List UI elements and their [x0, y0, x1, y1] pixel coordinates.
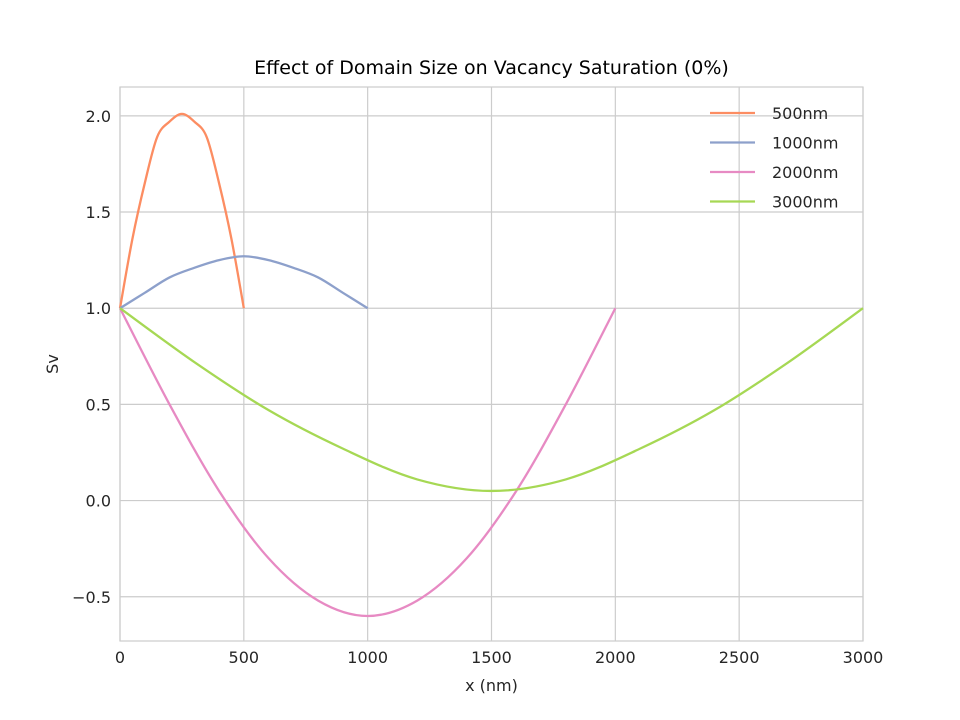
series-line-1000nm [119, 255, 369, 310]
x-tick-label: 3000 [843, 648, 884, 667]
x-tick-label: 1000 [347, 648, 388, 667]
series-line-500nm [118, 112, 245, 309]
x-tick-labels: 0 500 1000 1500 2000 2500 3000 [115, 648, 883, 667]
x-tick-label: 0 [115, 648, 125, 667]
x-tick-label: 500 [229, 648, 260, 667]
x-tick-label: 1500 [471, 648, 512, 667]
legend-label: 3000nm [772, 193, 838, 212]
series-line-3000nm [119, 307, 864, 493]
y-tick-label: 1.0 [86, 299, 111, 318]
series-layer [118, 112, 864, 618]
y-axis-label: Sv [43, 354, 62, 374]
y-tick-label: 1.5 [86, 203, 111, 222]
y-tick-label: 0.5 [86, 395, 111, 414]
y-tick-label: 0.0 [86, 492, 111, 511]
grid [119, 87, 864, 641]
legend: 500nm 1000nm 2000nm 3000nm [710, 104, 838, 212]
y-tick-labels: −0.5 0.0 0.5 1.0 1.5 2.0 [72, 107, 111, 607]
plot-frame [119, 86, 864, 642]
x-tick-label: 2000 [595, 648, 636, 667]
legend-label: 1000nm [772, 134, 838, 153]
legend-label: 500nm [772, 104, 828, 123]
x-tick-label: 2500 [719, 648, 760, 667]
chart-title: Effect of Domain Size on Vacancy Saturat… [254, 57, 729, 79]
y-tick-label: 2.0 [86, 107, 111, 126]
legend-label: 2000nm [772, 163, 838, 182]
y-tick-label: −0.5 [72, 588, 111, 607]
x-axis-label: x (nm) [465, 676, 518, 695]
series-line-2000nm [118, 307, 617, 618]
